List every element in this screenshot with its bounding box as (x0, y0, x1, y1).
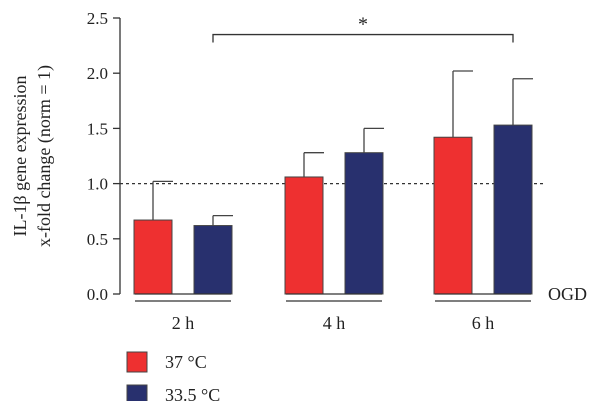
svg-text:x-fold change (norm = 1): x-fold change (norm = 1) (34, 65, 55, 247)
y-axis-label-line2: x-fold change (norm = 1) (34, 65, 55, 247)
bars (133, 124, 533, 295)
bar (344, 152, 384, 295)
y-tick-label: 2.0 (87, 64, 108, 83)
error-bars (152, 70, 533, 226)
y-axis-label: IL-1β gene expression x-fold change (nor… (10, 65, 55, 247)
y-tick-label: 1.5 (87, 119, 108, 138)
y-tick-label: 1.0 (87, 175, 108, 194)
legend-swatch (126, 384, 148, 401)
significance-label: * (358, 14, 368, 36)
legend-label: 37 °C (165, 352, 207, 372)
category-axis-label: OGD (548, 284, 587, 304)
bar (433, 136, 473, 295)
y-tick-label: 0.0 (87, 285, 108, 304)
y-tick-label: 2.5 (87, 9, 108, 28)
bar (284, 176, 324, 295)
category-label: 2 h (172, 313, 195, 333)
svg-text:IL-1β gene expression: IL-1β gene expression (10, 75, 30, 236)
y-axis-label-line1: IL-1β gene expression (10, 75, 30, 236)
legend-label: 33.5 °C (165, 385, 220, 401)
bar (193, 225, 233, 295)
significance-bracket: * (212, 14, 514, 43)
significance-line (212, 33, 514, 43)
bar (493, 124, 533, 295)
bar (133, 219, 173, 295)
legend: 37 °C 33.5 °C (126, 351, 220, 401)
y-tick-label: 0.5 (87, 230, 108, 249)
y-axis: 0.0 0.5 1.0 1.5 2.0 2.5 (87, 9, 121, 304)
category-axis: 2 h 4 h 6 h OGD (135, 284, 587, 333)
category-label: 4 h (323, 313, 346, 333)
category-label: 6 h (472, 313, 495, 333)
legend-swatch (126, 351, 148, 373)
